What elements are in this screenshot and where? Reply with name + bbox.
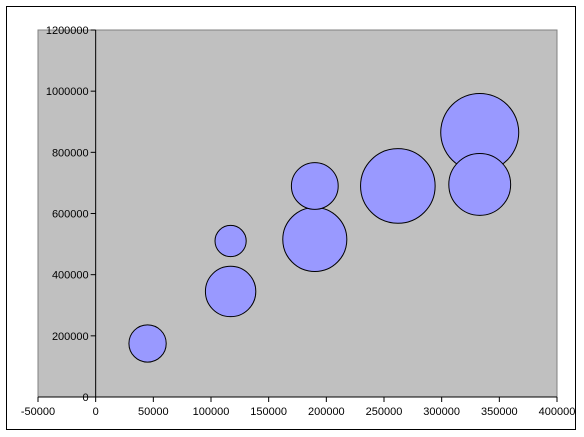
y-tick-label-4: 800000: [52, 147, 89, 159]
x-tick-label-8: 350000: [481, 406, 518, 418]
x-tick-label-9: 400000: [539, 406, 576, 418]
x-tick-label-0: -50000: [21, 406, 55, 418]
x-tick-label-5: 200000: [308, 406, 345, 418]
bubble-5: [360, 148, 436, 224]
bubble-0: [128, 324, 167, 363]
bubble-6: [448, 153, 512, 216]
y-tick-label-5: 1000000: [46, 86, 89, 98]
x-tick-label-4: 150000: [250, 406, 287, 418]
x-tick-label-3: 100000: [193, 406, 230, 418]
bubble-2: [204, 265, 257, 318]
y-tick-label-6: 1200000: [46, 25, 89, 37]
x-tick-label-1: 0: [93, 406, 99, 418]
y-tick-label-0: 0: [83, 392, 89, 404]
bubble-4: [282, 206, 348, 273]
x-tick-label-2: 50000: [138, 406, 169, 418]
y-tick-label-1: 200000: [52, 331, 89, 343]
y-tick-label-3: 600000: [52, 209, 89, 221]
bubble-3: [290, 162, 339, 210]
x-tick-label-6: 250000: [366, 406, 403, 418]
y-tick-label-2: 400000: [52, 270, 89, 282]
x-tick-label-7: 300000: [423, 406, 460, 418]
bubble-1: [214, 224, 247, 258]
